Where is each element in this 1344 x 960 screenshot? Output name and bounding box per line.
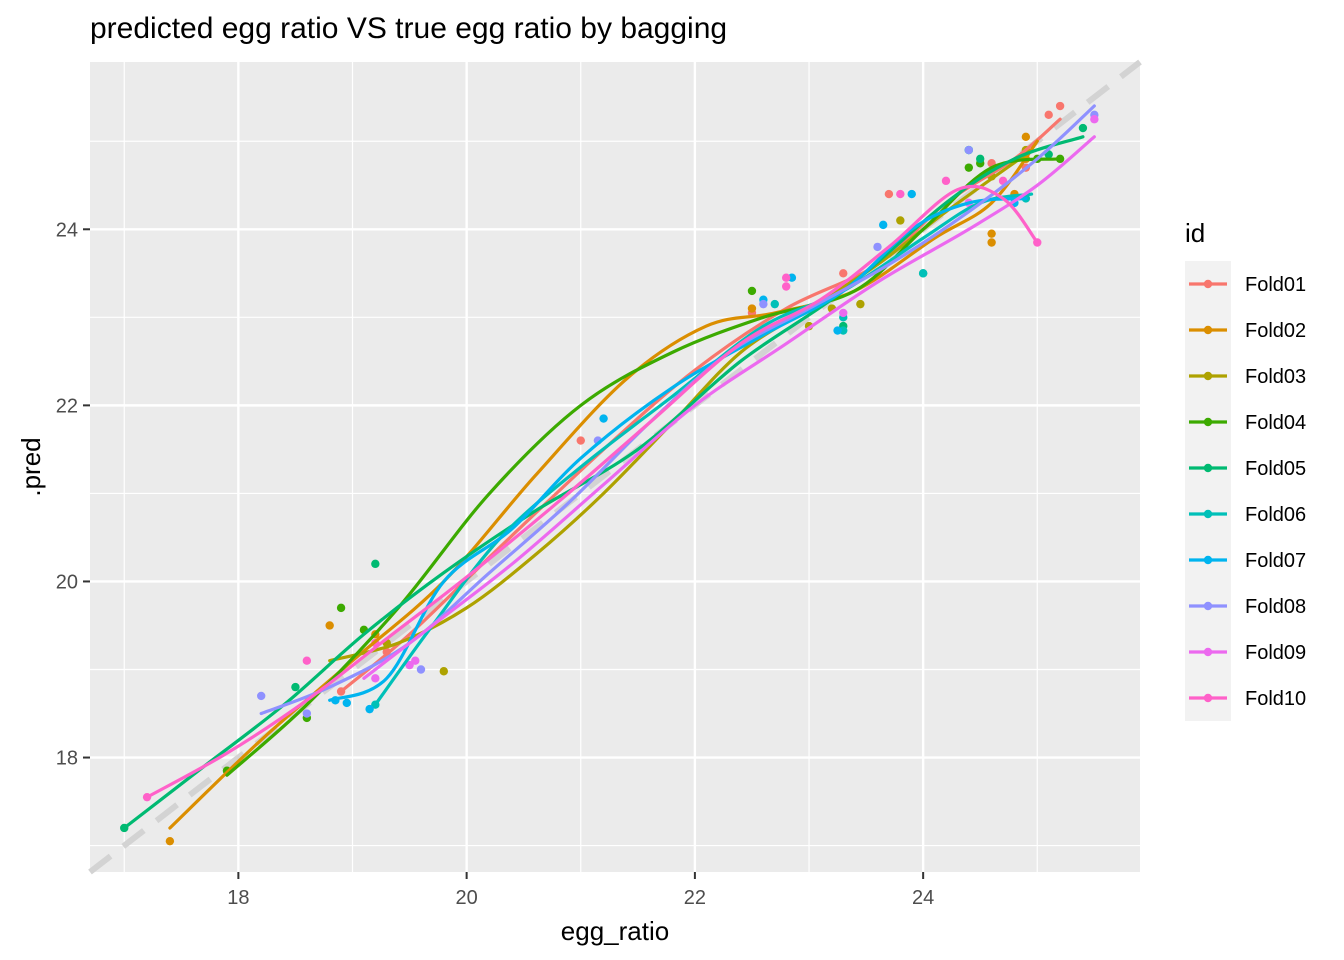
- legend-key-point: [1203, 693, 1213, 703]
- data-point: [964, 163, 974, 172]
- legend-label: Fold02: [1245, 320, 1306, 342]
- grid-minor: [90, 62, 1140, 872]
- data-point: [873, 242, 882, 252]
- data-point: [907, 189, 916, 199]
- data-point: [918, 269, 928, 278]
- data-point: [371, 674, 380, 683]
- data-point: [256, 691, 266, 701]
- x-tick-label: 20: [456, 887, 478, 909]
- data-point: [770, 299, 779, 309]
- data-point: [759, 299, 768, 309]
- data-point: [781, 282, 791, 291]
- legend-key-point: [1203, 279, 1213, 289]
- legend-key-point: [1203, 601, 1213, 611]
- smooth-lines-group: [122, 104, 1096, 830]
- legend-label: Fold08: [1245, 596, 1306, 618]
- x-axis-label: egg_ratio: [561, 916, 669, 946]
- data-point: [302, 656, 312, 665]
- data-point: [576, 436, 585, 445]
- data-point: [325, 621, 334, 630]
- legend-key-point: [1203, 371, 1213, 381]
- data-point: [336, 603, 346, 613]
- data-point: [439, 667, 449, 676]
- data-point: [839, 308, 848, 318]
- x-tick-label: 24: [912, 887, 934, 909]
- data-point: [1090, 115, 1099, 124]
- chart-title: predicted egg ratio VS true egg ratio by…: [90, 12, 728, 45]
- data-point: [747, 304, 757, 313]
- data-point: [365, 704, 374, 714]
- data-point: [976, 154, 985, 164]
- smooth-line: [145, 184, 1039, 799]
- data-point: [833, 326, 842, 335]
- y-tick-label: 20: [56, 571, 78, 593]
- x-tick-label: 22: [684, 887, 706, 909]
- smooth-line: [122, 135, 1085, 830]
- data-point: [165, 836, 175, 846]
- legend-label: Fold01: [1245, 274, 1306, 296]
- legend-label: Fold10: [1245, 688, 1306, 710]
- data-point: [342, 698, 351, 708]
- data-point: [884, 189, 894, 199]
- axes-group: 18 20 22 24 18 20 22 24 egg_ratio .pred: [16, 219, 934, 946]
- data-point: [411, 656, 420, 665]
- data-point: [405, 660, 414, 670]
- data-point: [987, 229, 996, 238]
- data-point: [416, 665, 426, 674]
- legend-label: Fold06: [1245, 504, 1306, 526]
- legend-key-point: [1203, 647, 1213, 657]
- data-point: [987, 238, 996, 247]
- legend-label: Fold09: [1245, 642, 1306, 664]
- data-point: [599, 414, 608, 423]
- legend-label: Fold07: [1245, 550, 1306, 572]
- y-tick-label: 24: [56, 219, 78, 241]
- data-point: [856, 299, 865, 309]
- data-point: [896, 216, 905, 225]
- smooth-line: [362, 135, 1096, 680]
- legend-key-point: [1203, 555, 1213, 565]
- data-point: [1044, 110, 1053, 120]
- data-point: [941, 176, 951, 186]
- y-tick-label: 18: [56, 748, 78, 770]
- legend-key-point: [1203, 509, 1213, 519]
- data-point: [747, 286, 757, 296]
- smooth-line: [373, 192, 1034, 707]
- x-tick-label: 18: [227, 887, 249, 909]
- data-point: [291, 682, 300, 692]
- grid-major: [90, 62, 1140, 872]
- data-point: [302, 709, 312, 718]
- data-point: [371, 559, 380, 569]
- y-axis-label: .pred: [16, 437, 46, 496]
- data-point: [896, 189, 905, 199]
- data-point: [781, 273, 791, 282]
- points-group: [120, 101, 1099, 846]
- data-point: [964, 145, 974, 155]
- legend-key-point: [1203, 463, 1213, 473]
- data-point: [879, 220, 888, 230]
- data-point: [839, 269, 848, 278]
- y-tick-label: 22: [56, 395, 78, 417]
- smooth-line: [225, 157, 1062, 777]
- legend-key-point: [1203, 417, 1213, 427]
- legend-label: Fold03: [1245, 366, 1306, 388]
- legend-label: Fold05: [1245, 458, 1306, 480]
- legend-key-point: [1203, 325, 1213, 335]
- legend-label: Fold04: [1245, 412, 1306, 434]
- legend-title: id: [1185, 218, 1205, 248]
- data-point: [1055, 101, 1065, 111]
- legend: id Fold01 Fold02 Fold03 Fold04 Fold05 Fold06 Fo…: [1185, 218, 1306, 721]
- data-point: [1021, 132, 1031, 142]
- data-point: [1078, 123, 1088, 133]
